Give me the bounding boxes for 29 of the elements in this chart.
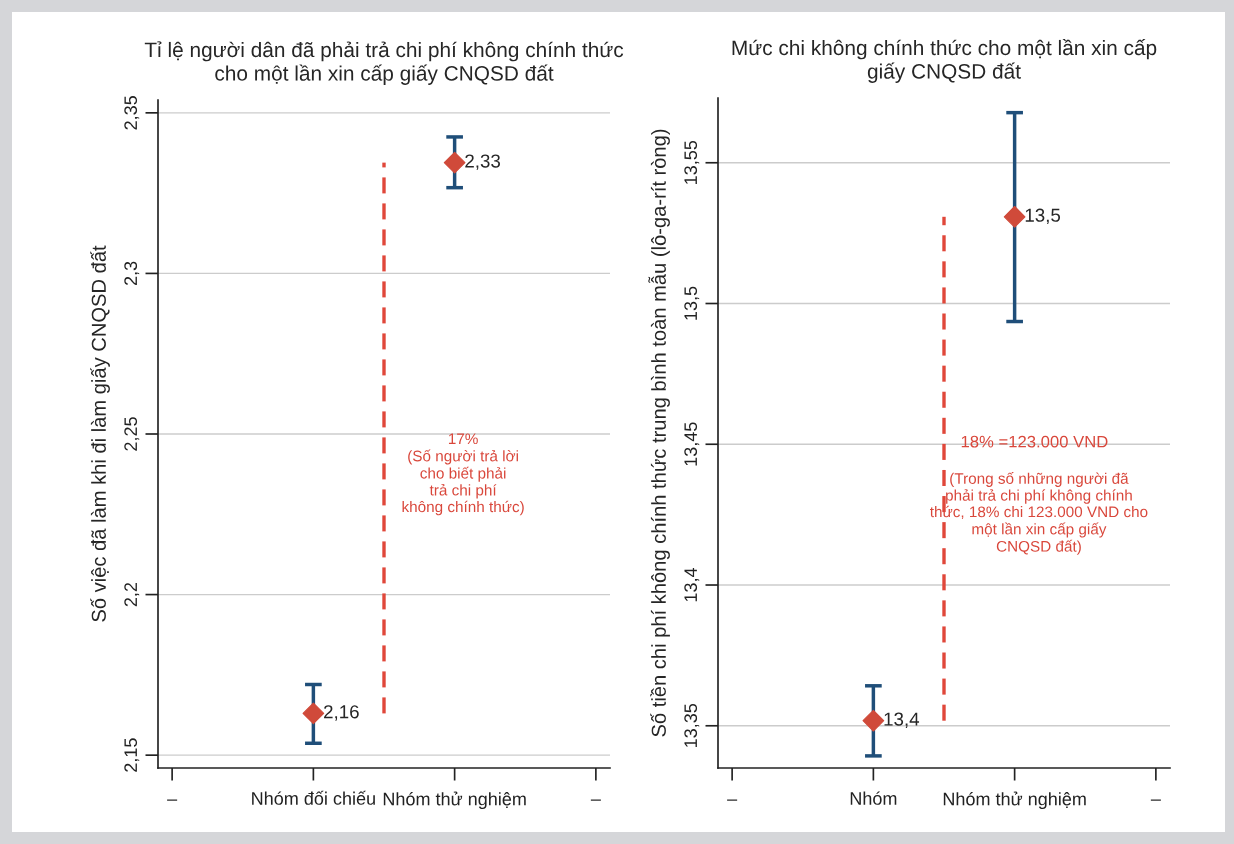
- y-tick-label: 2,25: [124, 417, 140, 451]
- data-label: 2,33: [465, 154, 501, 170]
- x-tick-label: Nhóm đối chiếu: [252, 790, 375, 805]
- x-tick-label: Nhóm thử nghiệm: [383, 791, 526, 810]
- y-axis-title: Số tiền chi phí không chính thức trung bình toàn mẫu (lô-ga-rít ròng): [648, 129, 670, 737]
- x-tick-label: –: [590, 799, 601, 801]
- x-tick-label: –: [1150, 799, 1161, 801]
- x-tick-label: –: [727, 799, 738, 801]
- y-axis-title: Số việc đã làm khi đi làm giấy CNQSD đất: [90, 245, 110, 622]
- data-label: 2,16: [324, 705, 359, 721]
- y-tick-label: 13,5: [684, 286, 700, 320]
- y-tick-label: 13,45: [684, 422, 700, 466]
- y-tick-label: 13,35: [684, 703, 700, 747]
- y-tick-label: 2,35: [124, 96, 140, 130]
- data-label: 13,4: [884, 712, 920, 728]
- y-tick-label: 13,4: [684, 567, 700, 602]
- chart-title: Tỉ lệ người dân đã phải trả chi phí không chính thức cho một lần xin cấp giấy CNQSD đất: [144, 41, 624, 85]
- chart-title: Mức chi không chính thức cho một lần xin cấp giấy CNQSD đất: [732, 39, 1157, 83]
- annotation: 18% =123.000 VND: [961, 435, 1108, 448]
- y-tick-label: 2,15: [124, 738, 140, 772]
- x-tick-label: –: [167, 799, 178, 801]
- y-tick-label: 2,2: [124, 582, 140, 607]
- x-tick-label: Nhóm thử nghiệm: [943, 791, 1086, 810]
- annotation: (Trong số những người đã phải trả chi phí không chính thức, 18% chi 123.000 VND cho một lần xin cấp giấy CNQSD đất): [930, 472, 1148, 555]
- annotation: 17% (Số người trả lời cho biết phải trả chi phí không chính thức): [402, 433, 524, 516]
- data-label: 13,5: [1025, 208, 1061, 225]
- y-tick-label: 2,3: [124, 261, 140, 286]
- y-tick-label: 13,55: [684, 140, 700, 184]
- x-tick-label: Nhóm: [850, 791, 897, 805]
